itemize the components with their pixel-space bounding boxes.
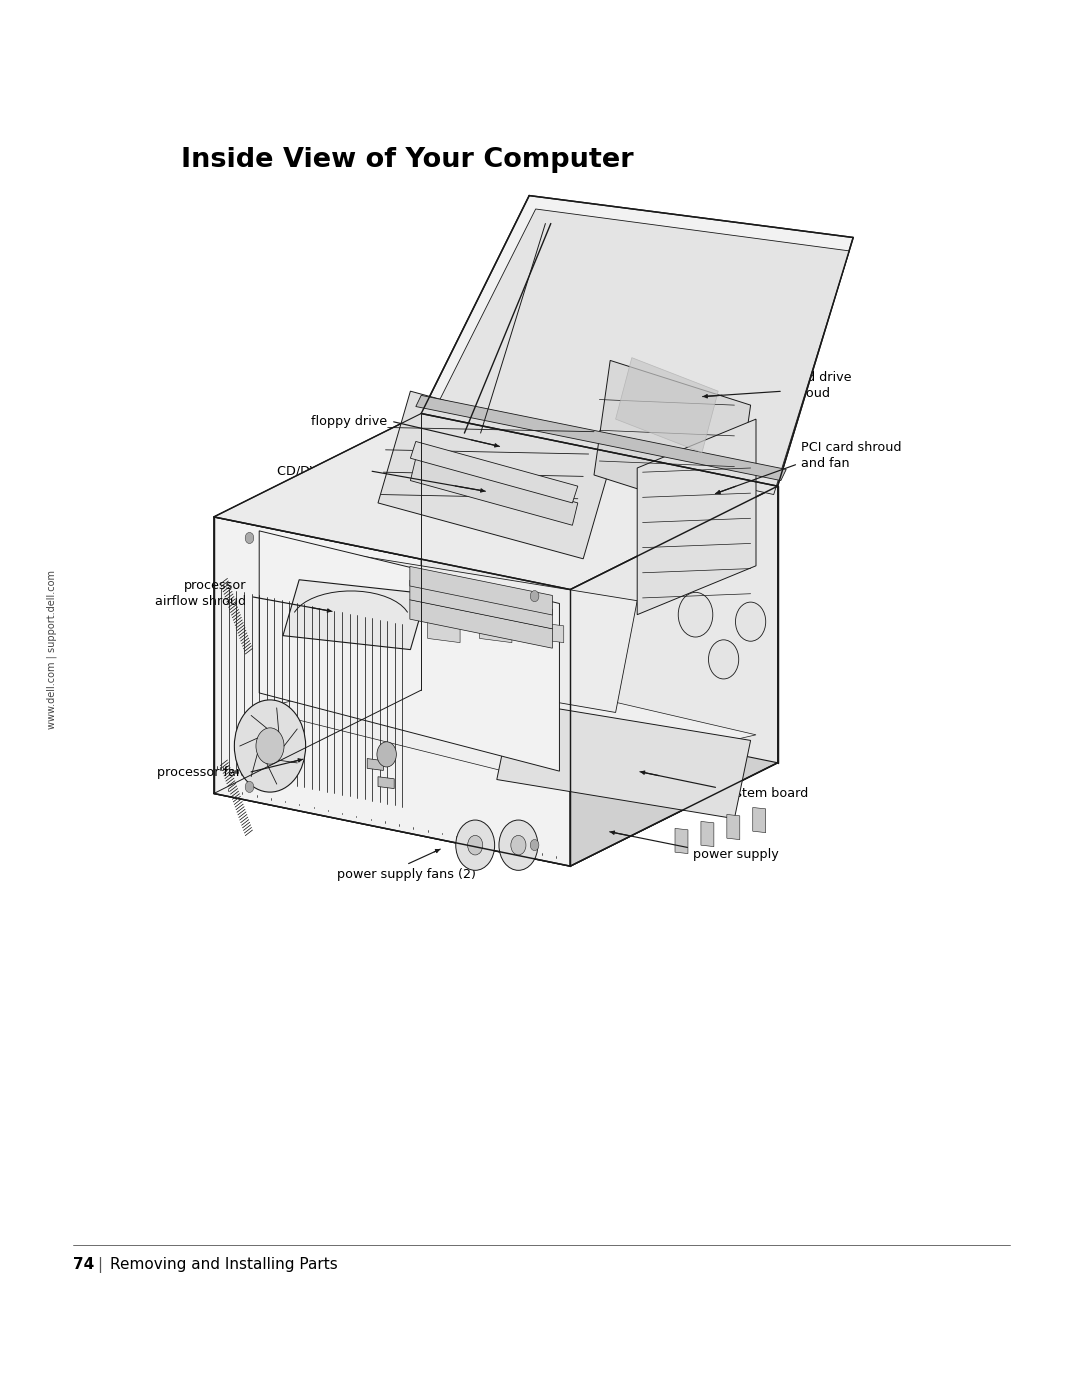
Polygon shape [410, 599, 553, 648]
Polygon shape [416, 395, 786, 481]
Polygon shape [283, 580, 427, 650]
Polygon shape [410, 580, 553, 629]
Circle shape [735, 602, 766, 641]
Text: |: | [97, 1257, 103, 1273]
Polygon shape [421, 414, 778, 763]
Polygon shape [753, 807, 766, 833]
Circle shape [256, 728, 284, 764]
Circle shape [499, 820, 538, 870]
Text: PCI card shroud
and fan: PCI card shroud and fan [801, 441, 902, 469]
Polygon shape [480, 622, 512, 643]
Text: CD/DVD drive: CD/DVD drive [278, 464, 365, 478]
Polygon shape [410, 566, 553, 615]
Text: processor fan: processor fan [157, 766, 244, 780]
Circle shape [234, 700, 306, 792]
Polygon shape [214, 690, 778, 866]
Polygon shape [214, 517, 570, 866]
Polygon shape [421, 196, 853, 486]
Polygon shape [570, 486, 778, 866]
Text: system board: system board [721, 787, 809, 800]
Polygon shape [292, 545, 637, 712]
Circle shape [530, 591, 539, 602]
Circle shape [678, 592, 713, 637]
Polygon shape [367, 759, 383, 771]
Polygon shape [378, 777, 394, 788]
Polygon shape [637, 419, 756, 615]
Polygon shape [594, 360, 751, 520]
Text: www.dell.com | support.dell.com: www.dell.com | support.dell.com [46, 570, 57, 729]
Circle shape [245, 532, 254, 543]
Text: Removing and Installing Parts: Removing and Installing Parts [110, 1257, 338, 1273]
Polygon shape [430, 210, 849, 495]
Circle shape [377, 742, 396, 767]
Polygon shape [378, 391, 616, 559]
Polygon shape [428, 622, 460, 643]
Text: power supply fans (2): power supply fans (2) [337, 868, 475, 882]
Polygon shape [531, 622, 564, 643]
Text: hard drive
shroud: hard drive shroud [786, 372, 852, 400]
Polygon shape [410, 441, 578, 503]
Text: floppy drive: floppy drive [311, 415, 387, 427]
Circle shape [511, 835, 526, 855]
Polygon shape [701, 821, 714, 847]
Circle shape [708, 640, 739, 679]
Polygon shape [324, 622, 356, 643]
Text: 74: 74 [73, 1257, 95, 1273]
Polygon shape [214, 414, 778, 590]
Polygon shape [497, 701, 751, 819]
Text: processor
airflow shroud: processor airflow shroud [156, 580, 246, 608]
Text: power supply: power supply [693, 848, 779, 862]
Circle shape [468, 835, 483, 855]
Polygon shape [259, 531, 559, 771]
Polygon shape [410, 458, 578, 525]
Polygon shape [727, 814, 740, 840]
Circle shape [530, 840, 539, 851]
Polygon shape [675, 828, 688, 854]
Polygon shape [257, 662, 756, 782]
Text: Inside View of Your Computer: Inside View of Your Computer [181, 147, 634, 173]
Circle shape [245, 781, 254, 792]
Polygon shape [376, 622, 408, 643]
Circle shape [456, 820, 495, 870]
Polygon shape [616, 358, 718, 453]
